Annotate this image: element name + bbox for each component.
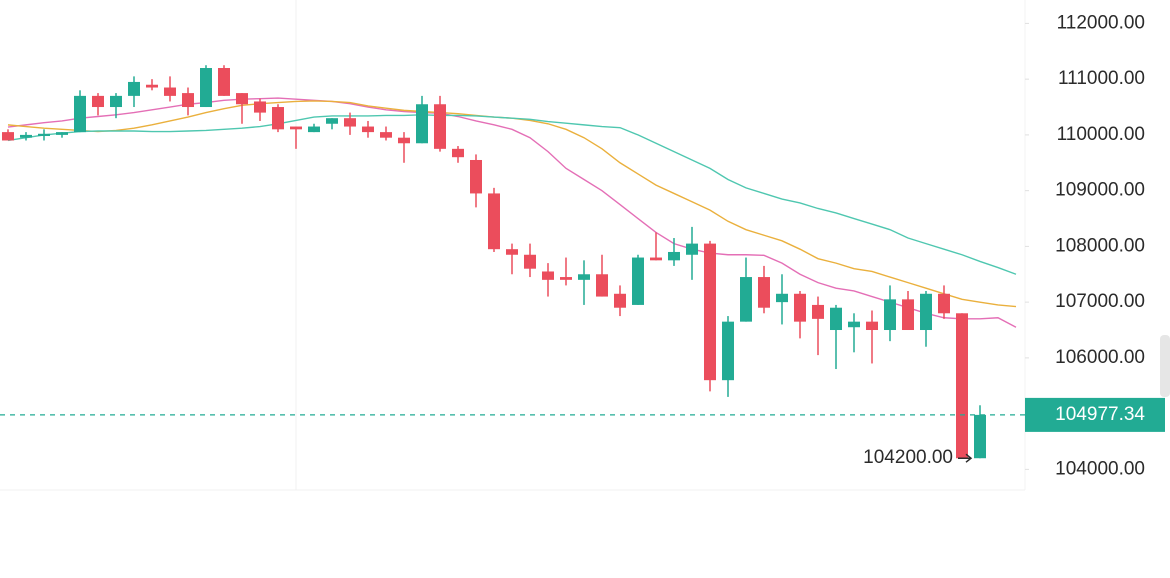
candle-body	[560, 277, 572, 280]
candle-body	[506, 249, 518, 255]
candle-body	[866, 321, 878, 331]
candle-body	[308, 126, 320, 133]
candle-body	[56, 132, 68, 135]
y-tick-label: 109000.00	[1055, 180, 1145, 201]
current-price-box	[1025, 397, 1165, 432]
low-marker-label: 104200.00	[863, 447, 953, 468]
side-handle[interactable]	[1160, 335, 1170, 397]
candle-body	[884, 299, 896, 331]
candle-body	[488, 193, 500, 250]
candle-body	[812, 304, 824, 319]
candle-body	[938, 293, 950, 314]
candle-body	[200, 68, 212, 108]
candle-body	[668, 251, 680, 261]
candle-body	[542, 271, 554, 280]
candle-body	[650, 257, 662, 261]
candle-body	[614, 293, 626, 308]
candle-body	[236, 93, 248, 105]
candle-body	[272, 107, 284, 130]
y-tick-label: 106000.00	[1055, 347, 1145, 368]
candle-body	[182, 93, 194, 108]
candle-body	[920, 293, 932, 331]
candle-body	[956, 313, 968, 459]
y-tick-label: 104000.00	[1055, 458, 1145, 479]
candle-body	[362, 126, 374, 133]
candle-body	[326, 118, 338, 124]
candle-body	[470, 159, 482, 194]
candle-body	[110, 95, 122, 108]
candle-body	[164, 87, 176, 96]
y-tick-label: 111000.00	[1058, 68, 1145, 89]
candle-body	[776, 293, 788, 303]
candle-body	[380, 132, 392, 138]
candle-body	[704, 243, 716, 381]
candle-body	[452, 148, 464, 158]
candle-body	[974, 414, 986, 459]
y-tick-label: 108000.00	[1055, 235, 1145, 256]
current-price-label: 104977.34	[1055, 404, 1145, 425]
candle-body	[848, 321, 860, 328]
candle-body	[2, 132, 14, 141]
candle-body	[38, 133, 50, 137]
candle-body	[92, 95, 104, 108]
candle-body	[128, 81, 140, 96]
moving-average-line	[7, 114, 1017, 275]
candle-body	[740, 277, 752, 322]
candle-body	[146, 84, 158, 88]
candle-body	[20, 134, 32, 138]
candle-body	[434, 104, 446, 149]
candle-body	[632, 257, 644, 305]
candle-body	[758, 277, 770, 308]
candle-body	[416, 104, 428, 144]
candle-body	[290, 126, 302, 130]
candle-body	[344, 118, 356, 127]
candle-body	[794, 293, 806, 322]
candle-body	[722, 321, 734, 381]
moving-average-line	[7, 97, 1017, 328]
candle-body	[74, 95, 86, 133]
y-tick-label: 112000.00	[1057, 12, 1145, 33]
candle-body	[578, 274, 590, 280]
low-marker-arrow	[958, 453, 973, 463]
candle-body	[398, 137, 410, 144]
candle-body	[902, 299, 914, 331]
candle-body	[686, 243, 698, 255]
candle-body	[524, 254, 536, 269]
candle-body	[596, 274, 608, 297]
candle-body	[830, 307, 842, 331]
y-tick-label: 110000.00	[1057, 124, 1145, 145]
candle-body	[254, 101, 266, 113]
y-tick-label: 107000.00	[1055, 291, 1145, 312]
candle-body	[218, 68, 230, 96]
